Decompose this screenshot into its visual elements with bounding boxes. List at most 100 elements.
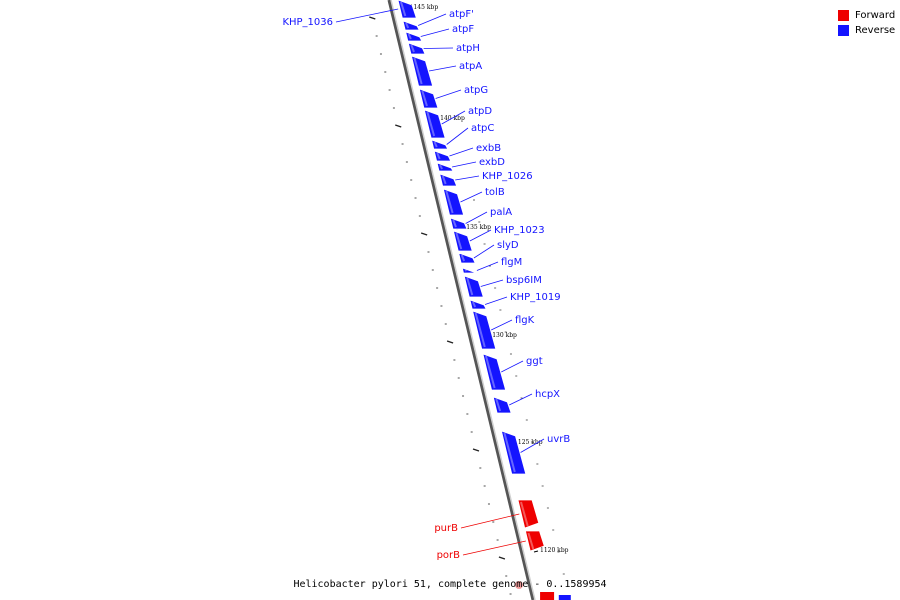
gene-block	[436, 162, 454, 172]
gene-highlight	[520, 501, 529, 527]
gene-highlight	[426, 111, 436, 137]
gene-connector	[476, 261, 499, 271]
gene-connector	[465, 211, 488, 224]
gene-label[interactable]: atpA	[459, 61, 482, 72]
gene-connector	[501, 360, 524, 373]
gene-label[interactable]: flgM	[501, 257, 522, 268]
gene-highlight	[436, 152, 441, 160]
gene-highlight	[413, 57, 423, 85]
gene-block	[469, 299, 487, 310]
minor-tick	[395, 124, 402, 128]
gene-block-partial	[558, 595, 571, 600]
gene-block	[439, 173, 458, 187]
gene-block	[397, 0, 417, 19]
gene-block	[431, 139, 449, 150]
gene-highlight	[421, 90, 428, 107]
gene-block-partial	[540, 592, 555, 600]
gene-label[interactable]: uvrB	[547, 434, 570, 445]
gene-label[interactable]: KHP_1026	[482, 171, 533, 182]
gene-highlight	[484, 355, 496, 389]
gene-highlight	[405, 22, 410, 29]
kbp-tick-label: 1120 kbp	[540, 547, 569, 554]
gene-label[interactable]: atpD	[468, 106, 492, 117]
gene-highlight	[527, 532, 535, 550]
gene-label[interactable]: tolB	[485, 187, 505, 198]
gene-block	[492, 396, 512, 414]
gene-label[interactable]: bsp6IM	[506, 275, 542, 286]
gene-highlight	[460, 254, 466, 262]
legend-item-reverse: Reverse	[838, 23, 895, 38]
gene-label[interactable]: porB	[437, 550, 461, 561]
gene-label[interactable]: palA	[490, 207, 512, 218]
gene-block	[482, 353, 507, 391]
gene-label[interactable]: atpG	[464, 85, 488, 96]
gene-block	[500, 430, 527, 475]
gene-block	[410, 55, 434, 87]
gene-connector	[473, 244, 495, 259]
minor-tick	[420, 232, 428, 236]
gene-connector	[335, 8, 399, 23]
gene-connector	[520, 438, 545, 453]
gene-label[interactable]: atpF	[452, 24, 474, 35]
gene-highlight	[452, 219, 457, 228]
genome-caption: Helicobacter pylori 51, complete genome …	[293, 579, 607, 590]
kbp-tick	[533, 550, 539, 553]
gene-highlight	[445, 190, 454, 214]
gene-label[interactable]: exbD	[479, 157, 505, 168]
gene-block	[402, 20, 420, 31]
kbp-tick-label: 1140 kbp	[436, 115, 465, 122]
genome-backbone-shadow	[387, 0, 535, 600]
gene-label[interactable]: hcpX	[535, 389, 560, 400]
gene-label[interactable]: atpF'	[449, 9, 474, 20]
gene-connector	[480, 279, 504, 287]
gene-block	[452, 230, 473, 252]
genome-backbone-highlight	[390, 0, 536, 600]
gene-block	[449, 217, 468, 230]
gene-connector	[451, 161, 477, 168]
gene-connector	[423, 47, 454, 49]
gene-highlight	[455, 232, 463, 250]
gene-block	[463, 275, 484, 298]
gene-label[interactable]: purB	[434, 523, 458, 534]
gene-connector	[417, 13, 447, 26]
gene-block	[407, 42, 426, 55]
kbp-tick-label: 1130 kbp	[488, 332, 517, 339]
minor-tick	[498, 556, 506, 560]
minor-tick	[446, 340, 454, 344]
gene-highlight	[472, 301, 477, 308]
gene-block	[405, 31, 423, 42]
gene-label[interactable]: exbB	[476, 143, 501, 154]
gene-block	[433, 150, 452, 162]
gene-label[interactable]: ggt	[526, 356, 543, 367]
gene-connector	[455, 175, 480, 181]
gene-block-partial	[515, 581, 523, 589]
gene-label[interactable]: slyD	[497, 240, 519, 251]
gene-block	[458, 252, 476, 264]
gene-label[interactable]: KHP_1019	[510, 292, 561, 303]
legend-item-forward: Forward	[838, 8, 895, 23]
gene-block	[423, 109, 446, 139]
gene-label[interactable]: atpC	[471, 123, 494, 134]
gene-highlight	[410, 44, 415, 53]
gene-highlight	[474, 312, 486, 348]
reverse-swatch	[838, 25, 849, 36]
gene-connector	[449, 147, 474, 157]
gene-highlight	[433, 141, 438, 148]
legend: Forward Reverse	[838, 8, 895, 38]
gene-connector	[462, 540, 526, 556]
legend-label-forward: Forward	[855, 10, 896, 21]
gene-label[interactable]: KHP_1036	[282, 17, 333, 28]
gene-label[interactable]: atpH	[456, 43, 480, 54]
gene-highlight	[407, 33, 412, 40]
kbp-tick-label: 1125 kbp	[514, 439, 543, 446]
gene-connector	[428, 65, 457, 72]
gene-label[interactable]: KHP_1023	[494, 225, 545, 236]
gene-block	[442, 188, 465, 216]
gene-connector	[435, 89, 462, 99]
forward-swatch	[838, 10, 849, 21]
gene-highlight	[503, 432, 516, 473]
gene-label[interactable]: flgK	[515, 315, 535, 326]
legend-label-reverse: Reverse	[855, 25, 896, 36]
